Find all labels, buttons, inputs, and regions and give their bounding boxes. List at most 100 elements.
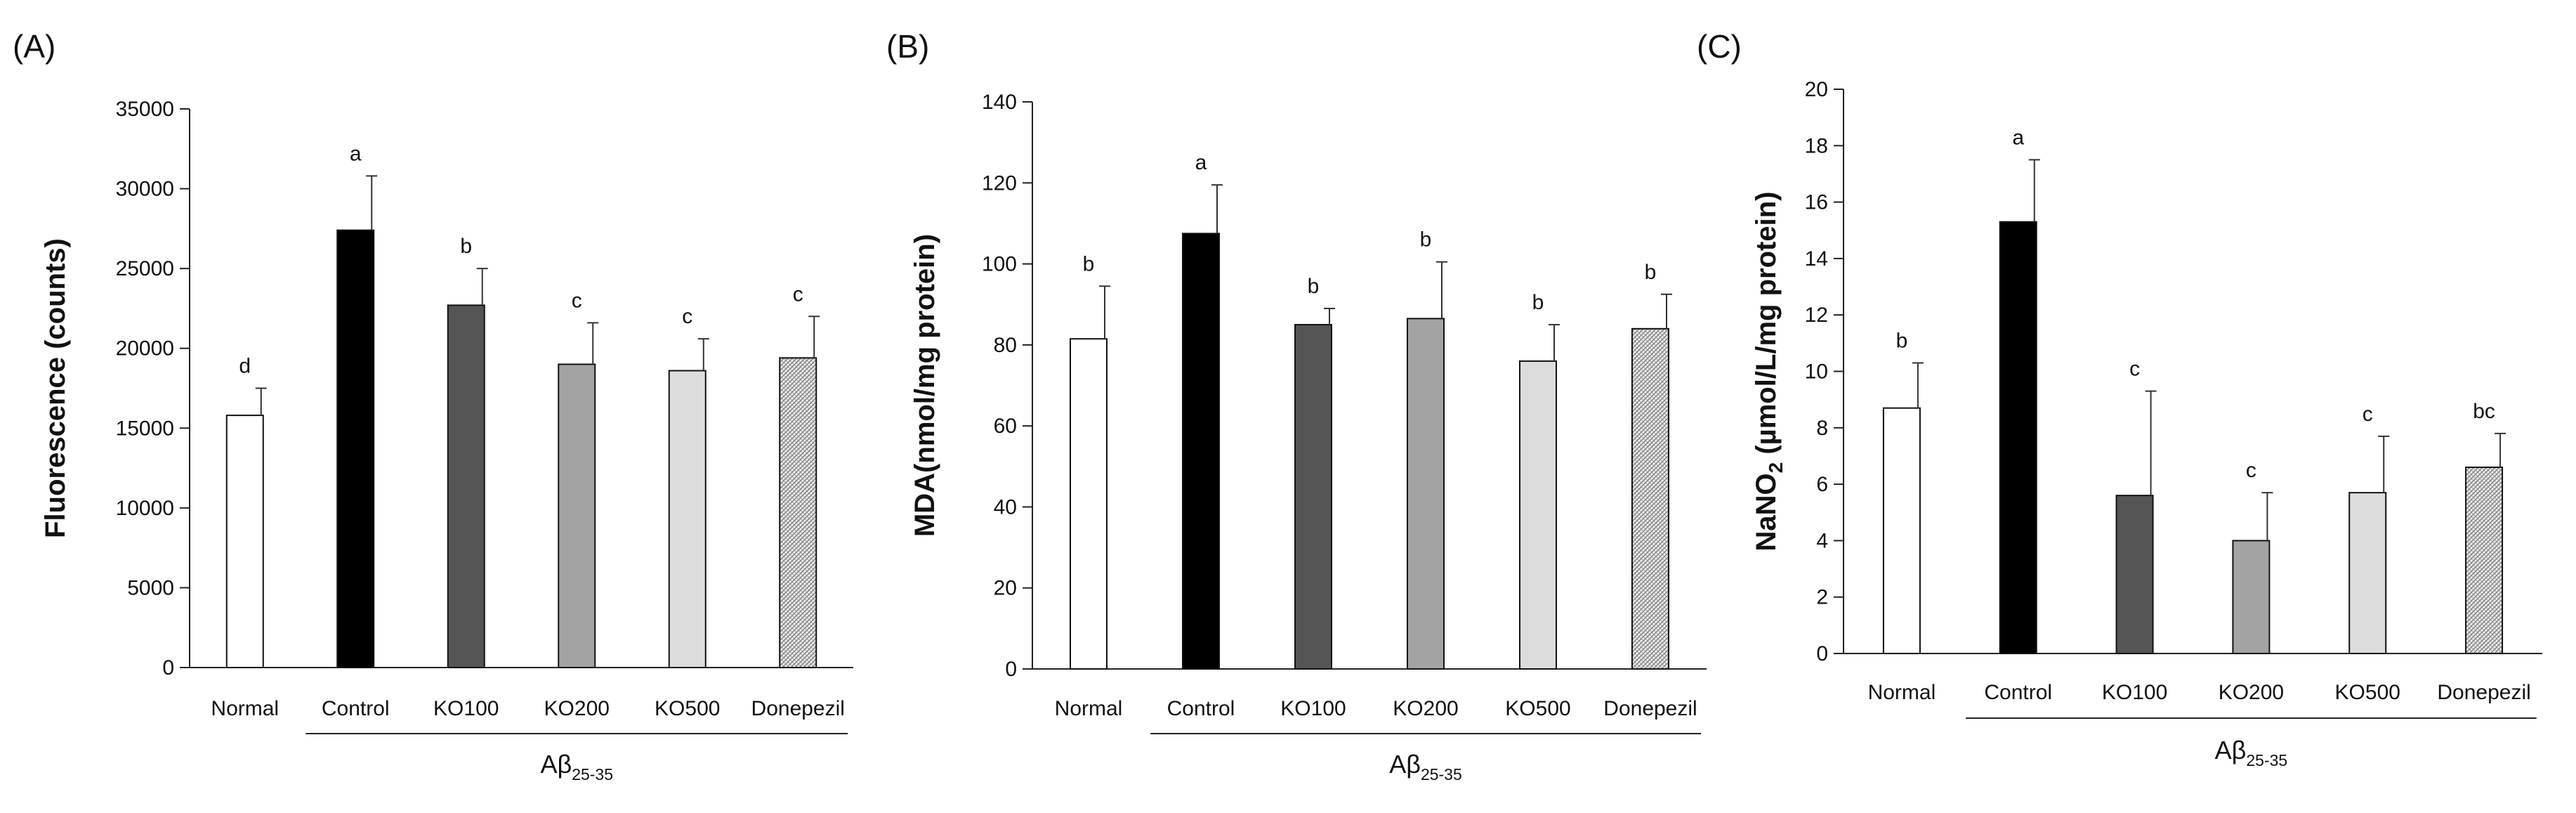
significance-letter: a [2012,126,2024,149]
y-tick-label: 10 [1805,360,1828,384]
category-label: KO100 [1280,697,1346,720]
y-tick-label: 20000 [116,337,174,360]
group-label-main: Aβ [1389,750,1421,779]
y-tick-label: 14 [1805,247,1828,271]
bar-donepezil [2465,467,2504,654]
chart-panel-2: (B) 0 20 40 60 80 100 120 140 MDA(nmol/mg protein… [886,28,1707,783]
y-tick-label: 20 [994,577,1017,600]
group-label: Aβ25-35 [1389,750,1462,783]
category-label: Normal [1868,681,1936,704]
y-tick-label: 100 [982,253,1017,276]
bar-donepezil [779,357,817,668]
category-label: KO200 [544,697,610,720]
y-tick-label: 30000 [116,178,174,201]
group-label-main: Aβ [2215,736,2247,765]
y-tick-label: 10000 [116,497,174,520]
significance-letter: a [350,142,362,165]
bar-donepezil [1631,327,1669,670]
y-tick-label: 120 [982,171,1017,195]
y-tick-label: 8 [1816,417,1828,440]
y-tick-label: 2 [1816,586,1828,609]
y-tick-label: 4 [1816,529,1828,552]
bar-control [336,229,375,668]
category-label: KO200 [2219,681,2284,704]
group-label-main: Aβ [540,750,572,779]
y-tick-label: 0 [162,656,174,679]
bar-control [1999,221,2037,654]
bar-normal [225,415,264,668]
bar-ko100 [2115,495,2154,654]
bar-normal [1882,407,1921,654]
y-axis-label-part: NaNO [1751,473,1782,551]
bar-ko200 [1407,318,1445,670]
group-label-sub: 25-35 [2246,751,2287,769]
bar-ko200 [2232,540,2271,655]
y-tick-label: 80 [994,334,1017,357]
bar-ko500 [668,370,707,668]
significance-letter: c [2246,459,2256,482]
group-label-sub: 25-35 [572,765,613,783]
category-label: Control [1984,681,2052,704]
category-label: Donepezil [1603,697,1697,720]
category-label: KO100 [2102,681,2167,704]
panel-label: (C) [1697,28,1742,65]
y-tick-label: 5000 [127,576,174,599]
bar-ko200 [558,363,596,669]
bar-ko500 [2348,492,2387,655]
y-tick-label: 16 [1805,191,1828,214]
y-tick-label: 25000 [116,257,174,280]
category-label: Control [1167,697,1235,720]
category-label: KO500 [1505,697,1570,720]
chart-panel-1: (A) 0 5000 10000 15000 20000 25000 30000 35000 Fl… [13,28,853,783]
significance-letter: b [1532,291,1544,314]
category-label: Donepezil [2437,681,2530,704]
y-tick-label: 18 [1805,134,1828,157]
significance-letter: c [682,305,692,328]
group-label: Aβ25-35 [2215,736,2288,769]
significance-letter: c [793,282,803,306]
bar-ko500 [1519,360,1557,670]
group-label-sub: 25-35 [1421,765,1462,783]
panel-label: (A) [13,28,55,65]
y-tick-label: 140 [982,91,1017,114]
y-tick-label: 12 [1805,304,1828,327]
category-label: KO100 [433,697,499,720]
significance-letter: b [1896,329,1908,352]
group-label: Aβ25-35 [540,750,613,783]
y-tick-label: 15000 [116,417,174,440]
significance-letter: b [460,235,472,258]
y-tick-label: 20 [1805,78,1828,101]
significance-letter: c [2129,358,2140,381]
significance-letter: b [1645,261,1657,284]
bar-control [1182,233,1220,670]
category-label: Donepezil [751,697,845,720]
panel-label: (B) [886,28,929,65]
y-axis-label-part: (µmol/L/mg protein) [1751,192,1782,462]
bar-normal [1070,338,1108,670]
y-tick-label: 40 [994,495,1017,519]
category-label: KO200 [1393,697,1458,720]
significance-letter: b [1308,275,1320,298]
significance-letter: b [1083,252,1095,275]
category-label: Normal [1055,697,1123,720]
y-axis-label: NaNO2 (µmol/L/mg protein) [1751,192,1787,552]
significance-letter: d [239,355,251,378]
significance-letter: a [1195,151,1207,174]
y-axis-label-part: 2 [1765,462,1787,474]
bar-ko100 [1294,324,1332,670]
y-tick-label: 0 [1005,658,1017,681]
y-tick-label: 0 [1816,642,1828,665]
y-axis-label: Fluorescence (counts) [40,238,71,538]
y-axis-label: MDA(nmol/mg protein) [909,234,940,537]
y-tick-label: 35000 [116,98,174,121]
y-tick-label: 6 [1816,473,1828,496]
significance-letter: c [2363,403,2373,426]
significance-letter: b [1420,228,1432,252]
category-label: Control [322,697,390,720]
category-label: KO500 [2335,681,2400,704]
y-tick-label: 60 [994,415,1017,438]
category-label: Normal [211,697,279,720]
